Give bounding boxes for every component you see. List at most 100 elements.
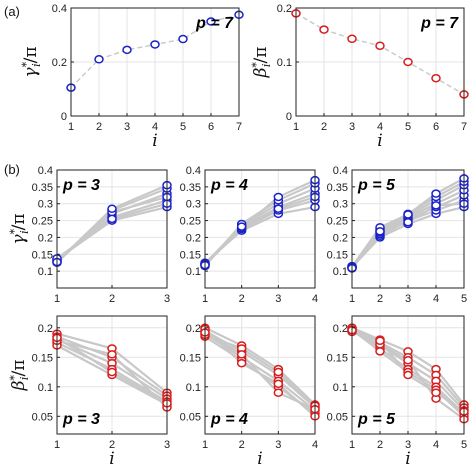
y-tick-label: 0.2: [38, 232, 53, 244]
y-tick-label: 0.1: [38, 382, 53, 394]
y-tick-label: 0.2: [52, 57, 67, 69]
x-tick-label: 2: [239, 293, 245, 305]
y-tick-label: 0.2: [186, 323, 201, 335]
y-axis-label: γ*i/π: [20, 46, 43, 77]
data-point: [431, 73, 441, 83]
plot-b-gamma-3: 1 2 3 0.1 0.15 0.2 0.25 0.3 0.35 0.4 p = 3 γ*i/π: [8, 165, 172, 305]
plot-b-beta-5: 1 2 3 4 5 0.05 0.1 0.15 0.2 p = 5 i: [327, 315, 469, 464]
x-tick-label: 3: [275, 293, 281, 305]
data-point: [94, 55, 104, 64]
data-point: [236, 350, 247, 359]
y-tick-label: 0.4: [52, 3, 67, 15]
y-tick-label: 0.35: [32, 182, 53, 194]
y-axis-label: β*i/π: [8, 360, 31, 392]
plot-a-beta: 1 2 3 4 5 6 7 0 0.1 0.2 p = 7 i β*i/π: [250, 3, 469, 151]
x-tick-label: 3: [349, 121, 355, 133]
data-point: [273, 388, 284, 397]
y-tick-label: 0.3: [333, 199, 348, 211]
y-tick-label: 0.15: [32, 249, 53, 261]
y-tick-label: 0.1: [186, 382, 201, 394]
p-annotation: p = 7: [195, 15, 234, 32]
x-tick-label: 2: [96, 121, 102, 133]
x-tick-label: 2: [377, 293, 383, 305]
x-tick-label: 3: [124, 121, 130, 133]
data-point: [122, 45, 132, 55]
y-tick-label: 0.1: [333, 382, 348, 394]
data-point: [431, 189, 441, 198]
data-point: [273, 379, 284, 389]
data-point: [107, 214, 117, 224]
x-tick-label: 7: [461, 121, 467, 133]
x-axis-label: i: [109, 449, 114, 464]
data-point: [107, 367, 117, 377]
y-tick-label: 0.2: [186, 232, 201, 244]
y-tick-label: 0.1: [277, 57, 292, 69]
p-annotation: p = 4: [210, 177, 248, 194]
x-tick-label: 6: [433, 121, 439, 133]
x-tick-label: 3: [405, 293, 411, 305]
y-tick-label: 0.15: [327, 352, 348, 364]
x-axis-label: i: [405, 449, 410, 464]
series-line: [204, 326, 316, 406]
x-tick-label: 2: [109, 439, 115, 451]
y-axis-label: β*i/π: [250, 47, 273, 79]
y-tick-label: 0.15: [32, 352, 53, 364]
plots-group: 1 2 3 4 5 6 7 0 0.2 0.4 p = 7 i γ*i/π 1 2 3 4 5 6 7 0 0.1 0.2 p…: [8, 3, 469, 464]
x-tick-label: 1: [68, 121, 74, 133]
plot-a-gamma: 1 2 3 4 5 6 7 0 0.2 0.4 p = 7 i γ*i/π: [20, 3, 244, 151]
data-point: [375, 41, 385, 51]
panel-label-b: (b): [4, 162, 20, 177]
x-tick-label: 1: [349, 439, 355, 451]
p-annotation: p = 5: [357, 177, 396, 194]
data-point: [236, 358, 247, 368]
x-tick-label: 3: [164, 439, 170, 451]
data-point: [431, 388, 441, 397]
data-point: [403, 210, 413, 219]
data-point: [150, 40, 160, 49]
x-axis-label: i: [257, 449, 262, 464]
data-point: [375, 227, 385, 236]
y-tick-label: 0.15: [327, 249, 348, 261]
x-axis-label: i: [152, 131, 157, 151]
p-annotation: p = 7: [420, 15, 459, 32]
x-tick-label: 1: [202, 293, 208, 305]
data-point: [375, 336, 385, 346]
data-point: [431, 201, 441, 210]
y-tick-label: 0.2: [333, 323, 348, 335]
x-tick-label: 2: [321, 121, 327, 133]
x-tick-label: 3: [164, 293, 170, 305]
x-tick-label: 3: [405, 439, 411, 451]
data-point: [347, 34, 357, 44]
x-tick-label: 4: [377, 121, 383, 133]
y-tick-label: 0.3: [38, 199, 53, 211]
y-tick-label: 0.4: [186, 165, 201, 177]
data-point: [273, 204, 284, 214]
plot-b-gamma-4: 1 2 3 4 0.1 0.15 0.2 0.25 0.3 0.35 0.4 p = 4: [180, 165, 320, 305]
y-tick-label: 0.25: [32, 216, 53, 228]
x-tick-label: 5: [405, 121, 411, 133]
data-point: [403, 57, 413, 67]
panel-label-a: (a): [4, 4, 20, 19]
plot-b-beta-4: 1 2 3 4 0.05 0.1 0.15 0.2 p = 4 i: [180, 315, 320, 464]
y-tick-label: 0.35: [180, 182, 201, 194]
data-point: [273, 192, 284, 202]
series-line: [204, 195, 316, 266]
y-tick-label: 0.15: [180, 352, 201, 364]
x-tick-label: 1: [54, 293, 60, 305]
y-tick-label: 0.1: [38, 266, 53, 278]
y-axis-label: γ*i/π: [8, 213, 31, 244]
p-annotation: p = 5: [357, 411, 396, 428]
data-point: [206, 17, 216, 26]
y-tick-label: 0.35: [327, 182, 348, 194]
x-tick-label: 6: [208, 121, 214, 133]
x-tick-label: 2: [377, 439, 383, 451]
x-tick-label: 2: [239, 439, 245, 451]
y-tick-label: 0.3: [186, 199, 201, 211]
x-axis-label: i: [377, 131, 382, 151]
y-tick-label: 0.25: [327, 216, 348, 228]
x-tick-label: 5: [461, 439, 467, 451]
plot-b-gamma-5: 1 2 3 4 5 0.1 0.15 0.2 0.25 0.3 0.35 0.4 p = 5: [327, 165, 469, 305]
data-point: [107, 350, 117, 359]
data-point: [403, 370, 413, 380]
